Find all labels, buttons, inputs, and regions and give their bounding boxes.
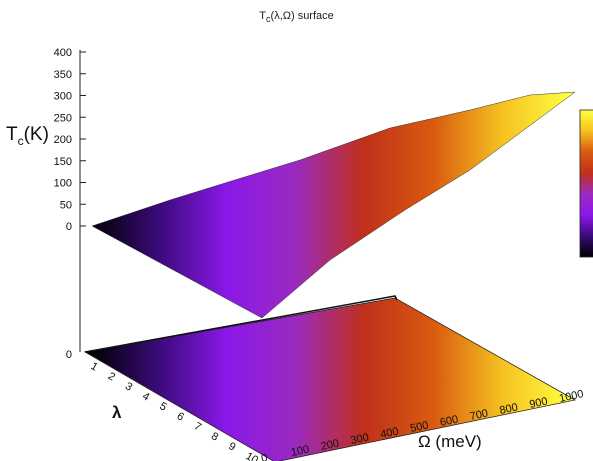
colorbar bbox=[579, 109, 593, 258]
z-tick-label: 200 bbox=[54, 134, 72, 146]
omega-axis-label: Ω (meV) bbox=[418, 432, 482, 451]
omega-tick-label: 100 bbox=[290, 443, 310, 459]
lambda-tick-label: 7 bbox=[192, 420, 203, 433]
omega-tick-label: 900 bbox=[528, 395, 548, 411]
floor-projection bbox=[83, 297, 577, 461]
z-tick-label: 150 bbox=[54, 156, 72, 168]
omega-tick-label: 300 bbox=[350, 431, 370, 447]
lambda-tick-label: 8 bbox=[209, 430, 220, 443]
lambda-tick-label: 9 bbox=[226, 440, 237, 453]
tc-surface bbox=[91, 91, 576, 319]
z-tick-label: 0 bbox=[66, 221, 72, 233]
z-tick-label: 300 bbox=[54, 91, 72, 103]
floor-edge bbox=[84, 295, 398, 353]
omega-tick-label: 800 bbox=[499, 401, 519, 417]
floor-zero-label: 0 bbox=[66, 349, 72, 361]
z-tick-label: 350 bbox=[54, 69, 72, 81]
z-axis-ticks: 400 350 300 250 200 150 100 50 0 bbox=[54, 47, 86, 233]
z-axis-label: Tc(K) bbox=[6, 124, 49, 148]
lambda-tick-label: 2 bbox=[106, 370, 117, 383]
z-tick-label: 250 bbox=[54, 112, 72, 124]
z-tick-label: 100 bbox=[54, 178, 72, 190]
lambda-tick-label: 6 bbox=[175, 410, 186, 423]
lambda-tick-label: 4 bbox=[140, 390, 151, 403]
lambda-tick-label: 5 bbox=[157, 400, 168, 413]
omega-tick-label: 0 bbox=[260, 452, 268, 461]
z-tick-label: 400 bbox=[54, 47, 72, 59]
lambda-tick-label: 10 bbox=[244, 450, 261, 461]
z-tick-label: 50 bbox=[60, 199, 72, 211]
omega-tick-label: 600 bbox=[439, 413, 459, 429]
omega-tick-label: 400 bbox=[379, 425, 399, 441]
omega-tick-label: 700 bbox=[469, 407, 489, 423]
omega-tick-label: 200 bbox=[320, 437, 340, 453]
lambda-tick-label: 3 bbox=[123, 380, 134, 393]
lambda-tick-label: 1 bbox=[89, 360, 100, 373]
lambda-axis-label: λ bbox=[112, 403, 122, 422]
omega-axis-ticks: 0 100 200 300 400 500 600 700 800 900 1000 bbox=[260, 388, 584, 461]
chart-title: Tc(λ,Ω) surface bbox=[259, 10, 334, 25]
omega-tick-label: 500 bbox=[409, 419, 429, 435]
omega-tick-label: 1000 bbox=[558, 388, 584, 405]
